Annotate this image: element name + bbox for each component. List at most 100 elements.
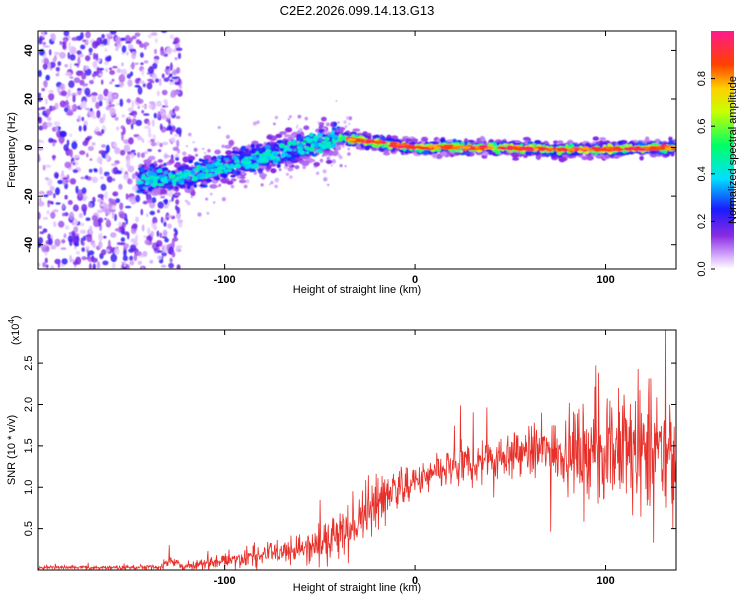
noise-blob xyxy=(137,260,143,265)
noise-blob xyxy=(44,177,49,181)
ridge-halo xyxy=(279,131,287,135)
ridge-core xyxy=(323,143,328,147)
noise-blob xyxy=(126,51,129,56)
noise-blob xyxy=(44,164,52,168)
faint-speck xyxy=(327,183,330,187)
noise-blob xyxy=(38,107,42,111)
noise-blob xyxy=(120,213,126,219)
noise-blob xyxy=(73,226,79,234)
ridge-band xyxy=(141,191,148,195)
ridge-core xyxy=(262,152,268,156)
ridge-core xyxy=(303,146,310,149)
noise-blob xyxy=(112,65,118,69)
ridge-band xyxy=(186,167,194,171)
noise-blob xyxy=(151,119,155,127)
noise-blob xyxy=(178,221,183,228)
noise-blob xyxy=(91,40,99,49)
noise-blob xyxy=(48,49,52,56)
ridge-halo xyxy=(238,179,247,184)
faint-speck xyxy=(245,179,250,184)
noise-blob xyxy=(143,60,149,64)
noise-blob xyxy=(77,70,84,74)
noise-blob xyxy=(85,31,91,39)
noise-blob xyxy=(114,213,117,222)
noise-blob xyxy=(55,187,60,196)
noise-blob xyxy=(135,251,142,256)
noise-blob xyxy=(139,43,145,48)
ridge-core xyxy=(276,158,281,161)
ridge-halo xyxy=(283,134,291,138)
noise-blob xyxy=(150,142,157,147)
ridge-core xyxy=(317,137,323,142)
noise-blob xyxy=(99,176,104,180)
noise-blob xyxy=(92,61,98,68)
ridge-core xyxy=(152,181,158,186)
noise-blob xyxy=(63,233,67,239)
spectrogram-marks xyxy=(38,31,676,269)
noise-blob xyxy=(109,104,115,107)
noise-blob xyxy=(73,77,81,84)
noise-blob xyxy=(120,82,125,86)
faint-speck xyxy=(317,121,320,124)
ridge-halo xyxy=(335,145,342,151)
noise-blob xyxy=(121,45,127,53)
noise-blob xyxy=(149,80,155,84)
ridge-core xyxy=(313,135,318,140)
noise-blob xyxy=(100,183,107,191)
noise-blob xyxy=(38,201,45,207)
ridge-core xyxy=(267,157,271,160)
noise-blob xyxy=(155,78,160,83)
noise-blob xyxy=(81,83,89,87)
ridge-band xyxy=(379,147,385,153)
ridge-peak xyxy=(499,146,508,150)
snr-x-ticks: -100 0 100 xyxy=(214,330,615,587)
ridge-core xyxy=(231,155,239,160)
noise-blob xyxy=(53,121,61,126)
noise-blob xyxy=(55,66,60,72)
ridge-core xyxy=(301,141,307,145)
noise-blob xyxy=(156,230,160,237)
noise-blob xyxy=(72,218,79,226)
faint-speck xyxy=(322,169,327,174)
noise-blob xyxy=(104,191,108,200)
noise-blob xyxy=(50,105,56,111)
ridge-peak xyxy=(513,147,522,151)
ridge-core xyxy=(334,139,338,143)
faint-speck xyxy=(192,141,195,144)
faint-speck xyxy=(323,177,328,182)
ridge-core xyxy=(255,151,259,155)
noise-blob xyxy=(48,89,54,94)
noise-blob xyxy=(97,93,104,102)
noise-blob xyxy=(59,84,64,90)
ridge-core xyxy=(217,158,221,162)
noise-blob xyxy=(91,115,98,119)
noise-blob xyxy=(38,190,45,195)
faint-speck xyxy=(194,153,199,157)
ridge-band xyxy=(452,138,457,144)
y-tick-label: -40 xyxy=(23,237,35,253)
ridge-halo xyxy=(553,140,559,144)
noise-blob xyxy=(82,235,87,241)
ridge-halo xyxy=(410,138,419,143)
x-tick-label: 0 xyxy=(412,274,418,286)
noise-blob xyxy=(67,235,73,243)
ridge-core xyxy=(273,159,278,163)
ridge-peak xyxy=(561,148,568,152)
y-tick-label: 2.5 xyxy=(23,355,35,370)
snr-panel: -100 0 100 0.51.01.52.02.5 Height of strai… xyxy=(6,315,677,594)
noise-blob xyxy=(172,146,179,151)
ridge-band xyxy=(291,160,299,164)
colorbar-tick-label: 0.4 xyxy=(696,166,708,181)
noise-blob xyxy=(98,233,103,242)
noise-blob xyxy=(159,232,163,238)
noise-blob xyxy=(44,257,48,264)
noise-blob xyxy=(82,197,87,202)
noise-blob xyxy=(131,201,135,205)
noise-blob xyxy=(86,153,89,158)
ridge-core xyxy=(160,174,166,178)
noise-blob xyxy=(125,218,128,225)
ridge-halo xyxy=(440,150,448,157)
noise-blob xyxy=(71,105,75,110)
